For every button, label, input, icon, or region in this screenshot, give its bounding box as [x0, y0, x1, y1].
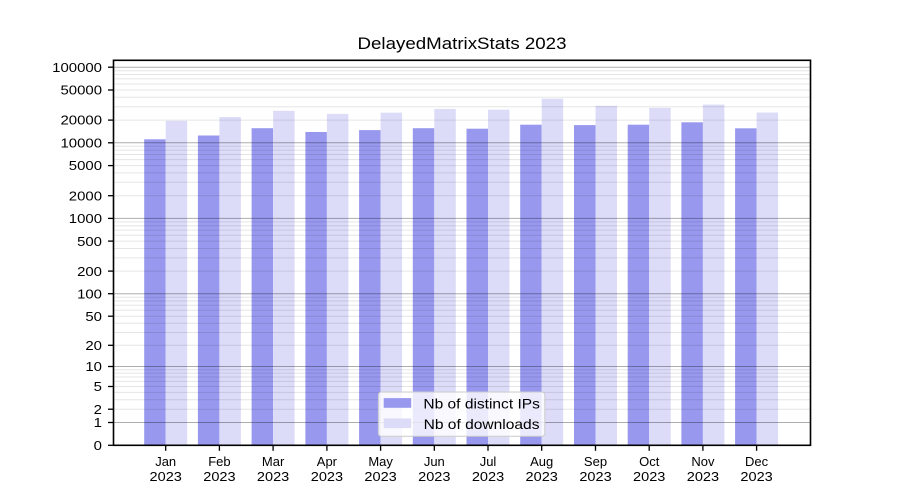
svg-text:100: 100 — [77, 286, 102, 301]
svg-text:Jan: Jan — [155, 454, 176, 469]
svg-text:10000: 10000 — [61, 136, 103, 151]
svg-text:2023: 2023 — [740, 469, 772, 484]
svg-text:0: 0 — [94, 438, 102, 453]
svg-text:2023: 2023 — [364, 469, 396, 484]
svg-text:20000: 20000 — [61, 113, 103, 128]
svg-text:2023: 2023 — [687, 469, 719, 484]
svg-text:50000: 50000 — [61, 83, 103, 98]
svg-text:50: 50 — [85, 309, 102, 324]
svg-text:2000: 2000 — [69, 188, 102, 203]
svg-text:Mar: Mar — [262, 454, 285, 469]
svg-text:May: May — [368, 454, 393, 469]
svg-text:Jun: Jun — [424, 454, 445, 469]
svg-text:20: 20 — [85, 338, 102, 353]
svg-text:500: 500 — [77, 234, 102, 249]
svg-text:Apr: Apr — [317, 454, 338, 469]
svg-text:Nb of downloads: Nb of downloads — [424, 417, 540, 432]
svg-text:Aug: Aug — [530, 454, 553, 469]
svg-text:200: 200 — [77, 264, 102, 279]
svg-text:5: 5 — [94, 379, 102, 394]
svg-text:2023: 2023 — [150, 469, 182, 484]
svg-text:2023: 2023 — [526, 469, 558, 484]
svg-text:Oct: Oct — [639, 454, 660, 469]
svg-text:Dec: Dec — [745, 454, 769, 469]
svg-text:2023: 2023 — [257, 469, 289, 484]
svg-text:2023: 2023 — [311, 469, 343, 484]
svg-text:5000: 5000 — [69, 158, 102, 173]
svg-text:Nb of distinct IPs: Nb of distinct IPs — [423, 397, 540, 412]
svg-text:1: 1 — [94, 415, 102, 430]
svg-text:10: 10 — [85, 359, 102, 374]
svg-text:DelayedMatrixStats 2023: DelayedMatrixStats 2023 — [358, 34, 567, 53]
svg-text:2023: 2023 — [579, 469, 611, 484]
svg-text:1000: 1000 — [69, 211, 102, 226]
svg-text:Feb: Feb — [208, 454, 230, 469]
svg-text:2023: 2023 — [633, 469, 665, 484]
svg-text:2023: 2023 — [472, 469, 504, 484]
svg-text:Jul: Jul — [480, 454, 497, 469]
svg-text:2023: 2023 — [418, 469, 450, 484]
svg-text:2: 2 — [94, 402, 102, 417]
svg-text:2023: 2023 — [203, 469, 235, 484]
svg-text:100000: 100000 — [52, 60, 102, 75]
svg-text:Sep: Sep — [584, 454, 607, 469]
svg-text:Nov: Nov — [691, 454, 715, 469]
